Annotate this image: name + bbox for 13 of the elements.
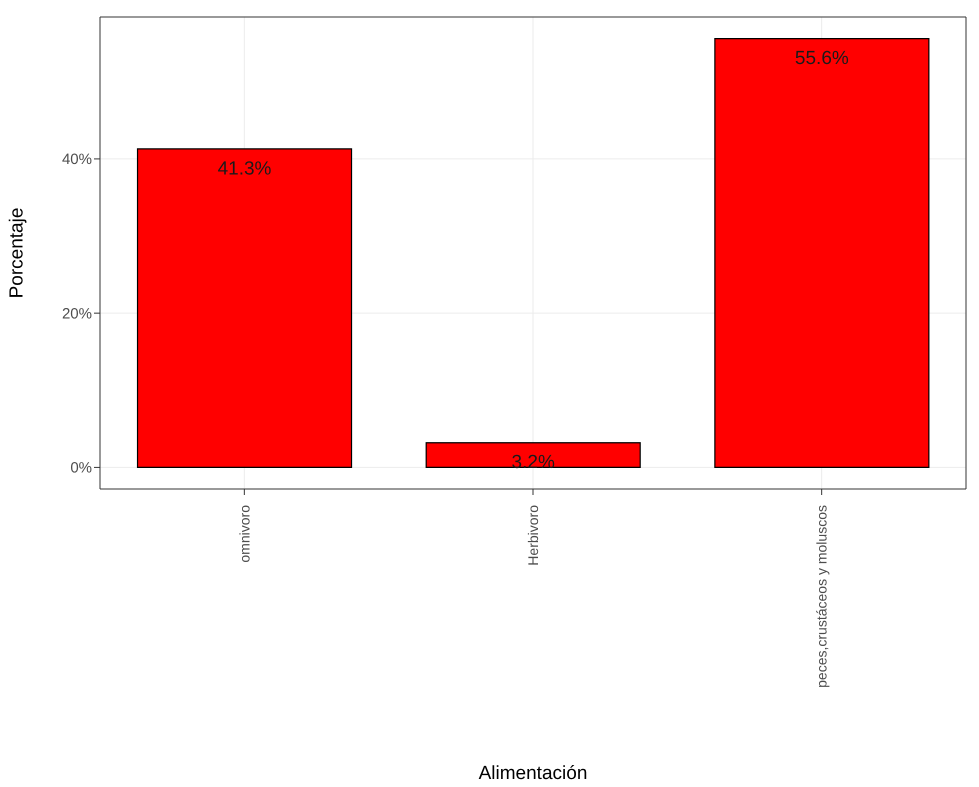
x-tick-label: omnivoro: [236, 504, 252, 563]
data-label: 41.3%: [218, 158, 272, 180]
x-tick-label: Herbivoro: [525, 504, 541, 566]
x-tick-label: peces,crustáceos y moluscos: [814, 505, 830, 688]
y-axis-title: Porcentaje: [6, 208, 28, 298]
bar: [714, 38, 930, 468]
bar: [426, 442, 641, 468]
y-tick-label: 0%: [70, 460, 92, 477]
data-label: 55.6%: [794, 48, 849, 70]
bar: [136, 148, 352, 468]
x-axis-title: Alimentación: [478, 763, 588, 784]
y-tick-label: 40%: [62, 151, 92, 168]
y-tick-label: 20%: [62, 305, 92, 322]
